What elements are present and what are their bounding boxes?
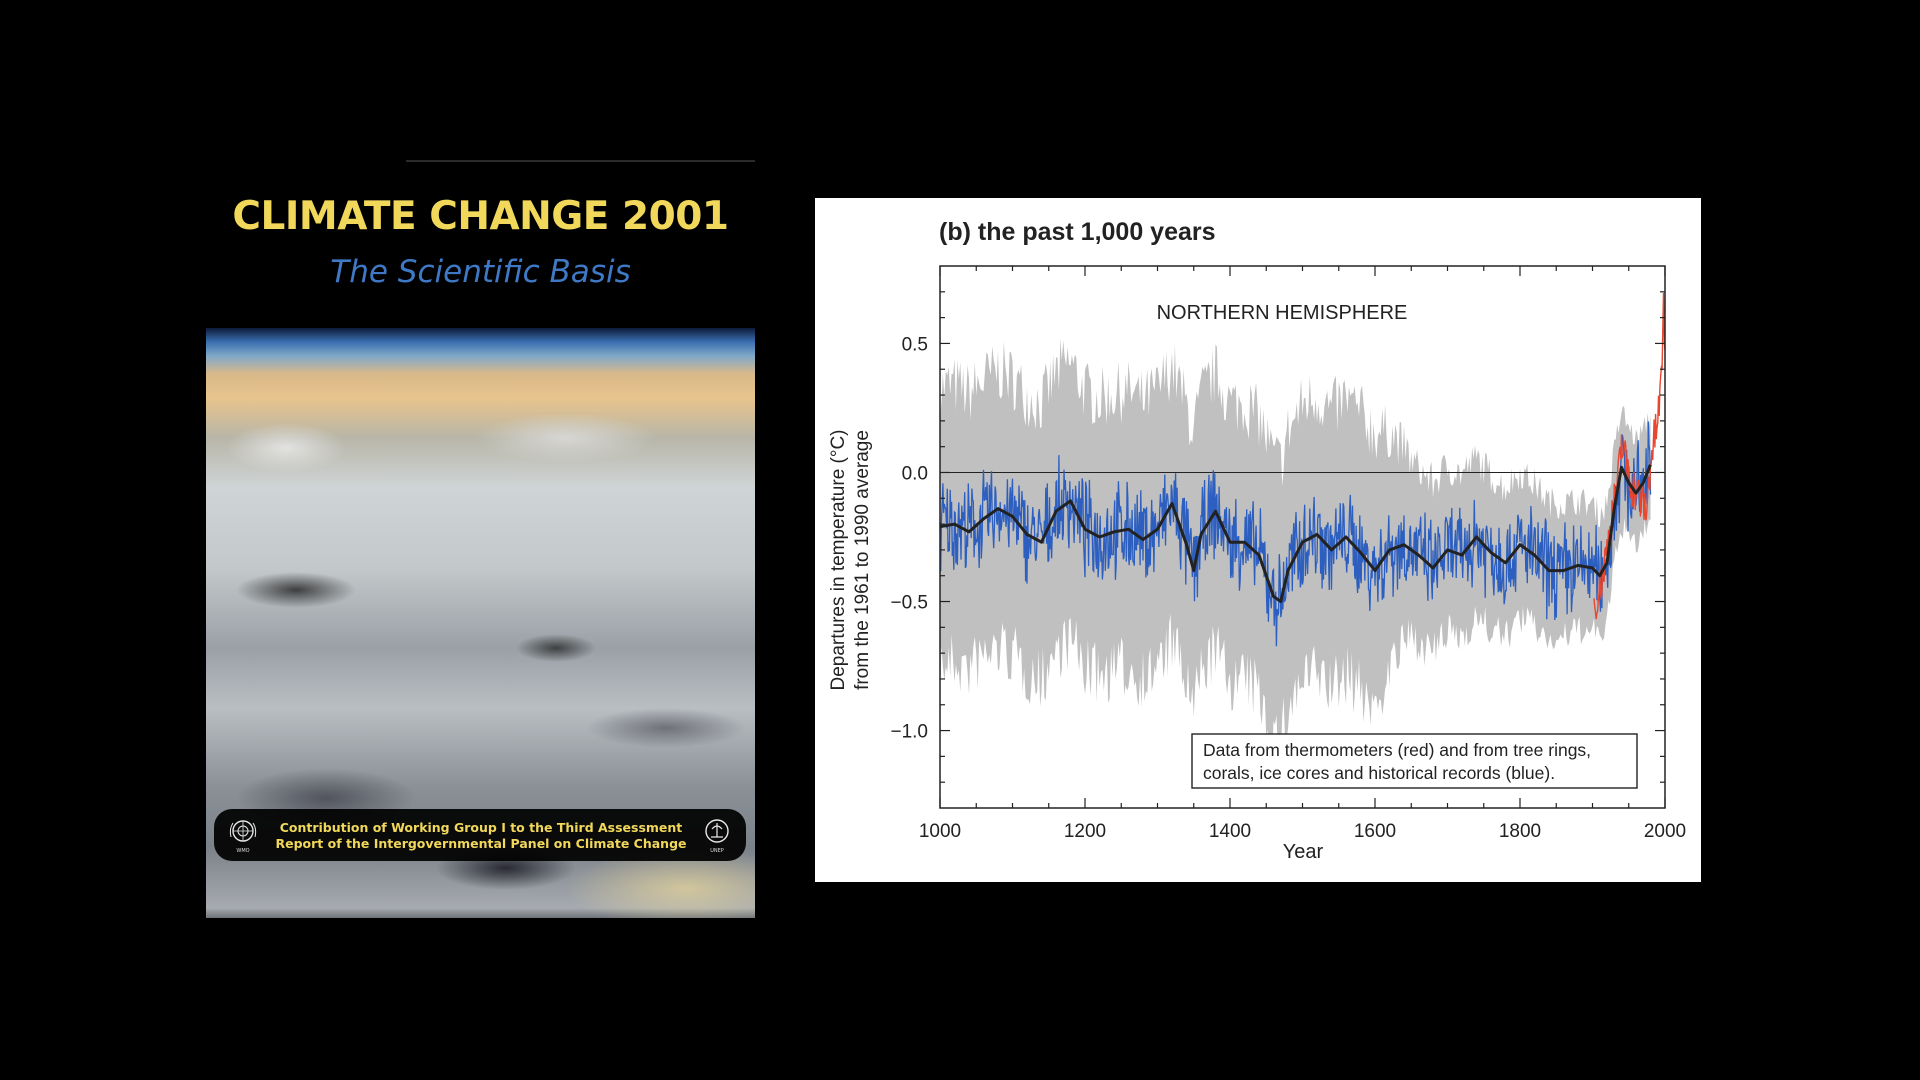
legend-frame	[1191, 733, 1638, 789]
y-tick-label: −1.0	[890, 722, 928, 743]
cover-banner-text: Contribution of Working Group I to the T…	[266, 820, 696, 852]
legend-line-1: Data from thermometers (red) and from tr…	[1203, 740, 1591, 760]
report-cover: CLIMATE CHANGE 2001 The Scientific Basis…	[206, 160, 755, 918]
wmo-emblem-icon: WMO	[226, 817, 260, 854]
y-tick-label: −0.5	[890, 593, 928, 614]
legend-line-2: corals, ice cores and historical records…	[1203, 763, 1555, 783]
y-tick-label: 0.5	[902, 334, 928, 355]
cover-banner: WMO Contribution of Working Group I to t…	[214, 809, 746, 861]
cover-subtitle: The Scientific Basis	[330, 254, 631, 290]
cover-top-rule	[406, 160, 755, 162]
x-tick-label: 1000	[919, 821, 961, 842]
temperature-chart-panel: (b) the past 1,000 years NORTHERN HEMISP…	[815, 198, 1701, 882]
unep-label: UNEP	[710, 848, 724, 854]
temperature-chart: (b) the past 1,000 years NORTHERN HEMISP…	[828, 218, 1686, 863]
y-axis-label-line-2: from the 1961 to 1990 average	[852, 430, 873, 690]
x-axis-label: Year	[1283, 841, 1324, 863]
plot-area	[939, 292, 1666, 761]
banner-line-2: Report of the Intergovernmental Panel on…	[275, 836, 687, 851]
cover-title: CLIMATE CHANGE 2001	[232, 194, 729, 239]
axes: 1000 1200 1400 1600 1800 2000 0.5 0.0 −0.5 −1.0	[890, 265, 1686, 842]
chart-title: (b) the past 1,000 years	[939, 218, 1216, 246]
unep-emblem-icon: UNEP	[700, 817, 734, 854]
region-label: NORTHERN HEMISPHERE	[1157, 302, 1408, 324]
legend-box: Data from thermometers (red) and from tr…	[1191, 733, 1638, 789]
thermometer-series-line	[1593, 292, 1666, 620]
banner-line-1: Contribution of Working Group I to the T…	[279, 820, 683, 835]
x-tick-label: 1800	[1499, 821, 1541, 842]
x-tick-label: 1200	[1064, 821, 1106, 842]
smoothed-series-line	[939, 464, 1652, 603]
y-tick-label: 0.0	[902, 463, 928, 484]
x-tick-label: 1600	[1354, 821, 1396, 842]
y-axis-label-line-1: Departures in temperature (°C)	[828, 429, 849, 690]
x-tick-label: 1400	[1209, 821, 1251, 842]
x-tick-label: 2000	[1644, 821, 1686, 842]
wmo-label: WMO	[236, 848, 250, 854]
